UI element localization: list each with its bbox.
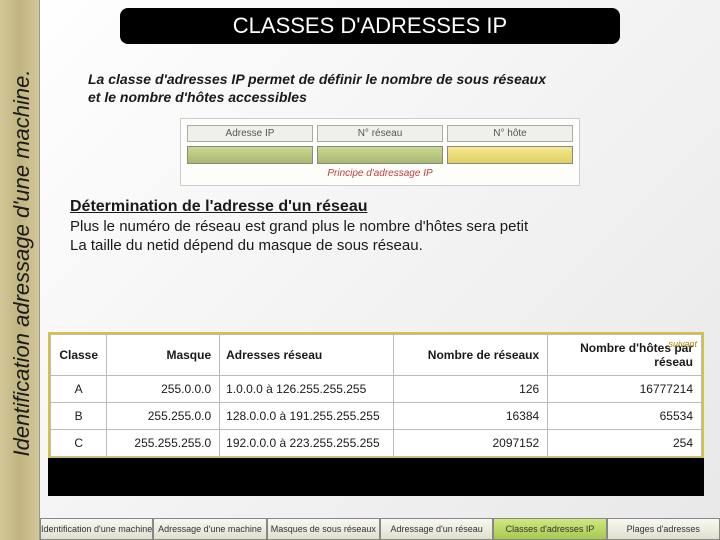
cell-masque: 255.255.0.0 <box>107 403 220 430</box>
suivant-link[interactable]: suivant <box>668 339 697 349</box>
diagram-color-row <box>187 146 573 164</box>
content-area: La classe d'adresses IP permet de défini… <box>60 70 700 256</box>
black-bar <box>48 458 704 496</box>
table-row: A 255.0.0.0 1.0.0.0 à 126.255.255.255 12… <box>51 376 702 403</box>
nav-item-classes[interactable]: Classes d'adresses IP <box>493 518 606 540</box>
nav-item-masques[interactable]: Masques de sous réseaux <box>267 518 380 540</box>
ip-diagram: Adresse IP N° réseau N° hôte Principe d'… <box>180 118 580 186</box>
section-line1: Plus le numéro de réseau est grand plus … <box>70 218 528 235</box>
bottom-nav: Identification d'une machine Adressage d… <box>0 518 720 540</box>
section: Détermination de l'adresse d'un réseau P… <box>70 198 700 256</box>
table-header-row: Classe Masque Adresses réseau Nombre de … <box>51 335 702 376</box>
cell-hotes: 65534 <box>548 403 702 430</box>
diagram-box-ip <box>187 146 313 164</box>
th-reseaux: Nombre de réseaux <box>394 335 548 376</box>
nav-item-identification[interactable]: Identification d'une machine <box>40 518 153 540</box>
intro-text: La classe d'adresses IP permet de défini… <box>88 70 700 106</box>
sidebar: Identification adressage d'une machine. <box>0 0 40 540</box>
cell-reseaux: 126 <box>394 376 548 403</box>
cell-reseaux: 16384 <box>394 403 548 430</box>
th-masque: Masque <box>107 335 220 376</box>
cell-classe: A <box>51 376 107 403</box>
th-hotes: Nombre d'hôtes par réseau suivant <box>548 335 702 376</box>
th-classe: Classe <box>51 335 107 376</box>
section-body: Plus le numéro de réseau est grand plus … <box>70 218 700 256</box>
diagram-box-network <box>317 146 443 164</box>
nav-item-adressage-reseau[interactable]: Adressage d'un réseau <box>380 518 493 540</box>
table-row: B 255.255.0.0 128.0.0.0 à 191.255.255.25… <box>51 403 702 430</box>
ip-class-table: Classe Masque Adresses réseau Nombre de … <box>48 332 704 459</box>
diagram-col-ip: Adresse IP <box>187 125 313 142</box>
section-line2: La taille du netid dépend du masque de s… <box>70 237 423 254</box>
cell-hotes: 254 <box>548 430 702 457</box>
table-row: C 255.255.255.0 192.0.0.0 à 223.255.255.… <box>51 430 702 457</box>
intro-line2: et le nombre d'hôtes accessibles <box>88 89 307 105</box>
section-title: Détermination de l'adresse d'un réseau <box>70 198 700 216</box>
intro-line1: La classe d'adresses IP permet de défini… <box>88 71 546 87</box>
cell-hotes: 16777214 <box>548 376 702 403</box>
diagram-caption: Principe d'adressage IP <box>187 168 573 179</box>
cell-masque: 255.0.0.0 <box>107 376 220 403</box>
diagram-col-host: N° hôte <box>447 125 573 142</box>
table-body: A 255.0.0.0 1.0.0.0 à 126.255.255.255 12… <box>51 376 702 457</box>
cell-classe: B <box>51 403 107 430</box>
table: Classe Masque Adresses réseau Nombre de … <box>50 334 702 457</box>
page-title: CLASSES D'ADRESSES IP <box>120 8 620 44</box>
cell-classe: C <box>51 430 107 457</box>
nav-item-plages[interactable]: Plages d'adresses <box>607 518 720 540</box>
sidebar-label: Identification adressage d'une machine. <box>9 23 35 503</box>
cell-adresses: 1.0.0.0 à 126.255.255.255 <box>220 376 394 403</box>
diagram-box-host <box>447 146 573 164</box>
nav-item-adressage-machine[interactable]: Adressage d'une machine <box>153 518 266 540</box>
slide-root: Identification adressage d'une machine. … <box>0 0 720 540</box>
cell-masque: 255.255.255.0 <box>107 430 220 457</box>
diagram-col-network: N° réseau <box>317 125 443 142</box>
diagram-header-row: Adresse IP N° réseau N° hôte <box>187 125 573 142</box>
cell-adresses: 128.0.0.0 à 191.255.255.255 <box>220 403 394 430</box>
th-adresses: Adresses réseau <box>220 335 394 376</box>
cell-reseaux: 2097152 <box>394 430 548 457</box>
cell-adresses: 192.0.0.0 à 223.255.255.255 <box>220 430 394 457</box>
